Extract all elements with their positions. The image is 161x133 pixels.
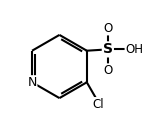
Text: S: S: [103, 42, 113, 56]
Text: N: N: [27, 76, 37, 89]
Text: O: O: [103, 22, 113, 35]
Text: O: O: [103, 64, 113, 77]
Text: Cl: Cl: [93, 98, 104, 111]
Text: OH: OH: [125, 43, 143, 56]
